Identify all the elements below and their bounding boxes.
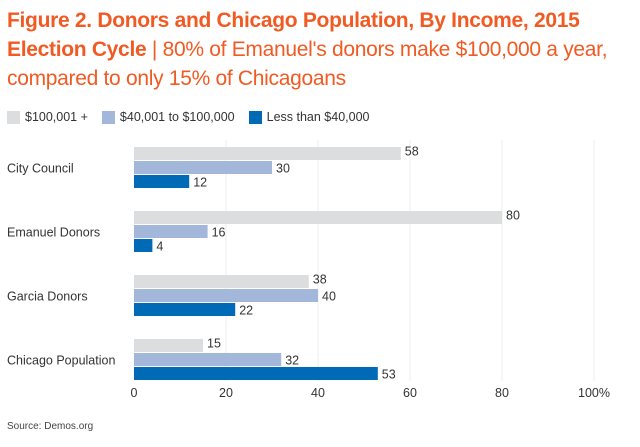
category-label: Chicago Population (7, 354, 115, 368)
data-label: 30 (276, 162, 290, 176)
category-label: City Council (7, 162, 74, 176)
bar (134, 289, 318, 302)
x-tick-label: 40 (311, 386, 325, 400)
bar (134, 211, 502, 224)
data-label: 38 (313, 273, 327, 287)
chart-title: Figure 2. Donors and Chicago Population,… (7, 6, 637, 93)
data-label: 58 (405, 145, 419, 159)
legend-item-low: Less than $40,000 (248, 110, 370, 124)
legend-label: Less than $40,000 (266, 110, 370, 124)
data-label: 16 (212, 226, 226, 240)
title-main: Figure 2. Donors and Chicago Population,… (7, 9, 580, 61)
x-tick-label: 0 (131, 386, 138, 400)
legend-swatch (248, 110, 262, 124)
data-label: 22 (239, 304, 253, 318)
legend-label: $40,001 to $100,000 (119, 110, 235, 124)
data-label: 15 (207, 337, 221, 351)
bar (134, 225, 208, 238)
bar (134, 147, 401, 160)
legend: $100,001 + $40,001 to $100,000 Less than… (7, 110, 370, 124)
legend-swatch (7, 110, 20, 124)
bar (134, 239, 153, 252)
data-label: 12 (193, 176, 207, 190)
category-label: Emanuel Donors (7, 226, 100, 240)
data-label: 4 (156, 240, 163, 254)
bar (134, 175, 190, 188)
x-tick-label: 100% (578, 386, 610, 400)
data-label: 32 (285, 354, 299, 368)
legend-item-high: $100,001 + (7, 110, 88, 124)
data-label: 40 (322, 290, 336, 304)
separator: | (151, 38, 158, 61)
bar (134, 353, 282, 366)
legend-item-mid: $40,001 to $100,000 (101, 110, 235, 124)
x-tick-label: 80 (495, 386, 509, 400)
bar (134, 275, 309, 288)
x-tick-label: 20 (219, 386, 233, 400)
bar (134, 161, 272, 174)
data-label: 53 (382, 368, 396, 382)
x-tick-label: 60 (403, 386, 417, 400)
bar (134, 367, 378, 380)
bar (134, 339, 203, 352)
subtitle: 80% of Emanuel's donors make $100,000 a … (7, 38, 608, 90)
category-label: Garcia Donors (7, 290, 88, 304)
legend-swatch (101, 110, 115, 124)
data-label: 80 (506, 209, 520, 223)
source-note: Source: Demos.org (7, 421, 94, 432)
bar (134, 303, 236, 316)
legend-label: $100,001 + (25, 110, 88, 124)
